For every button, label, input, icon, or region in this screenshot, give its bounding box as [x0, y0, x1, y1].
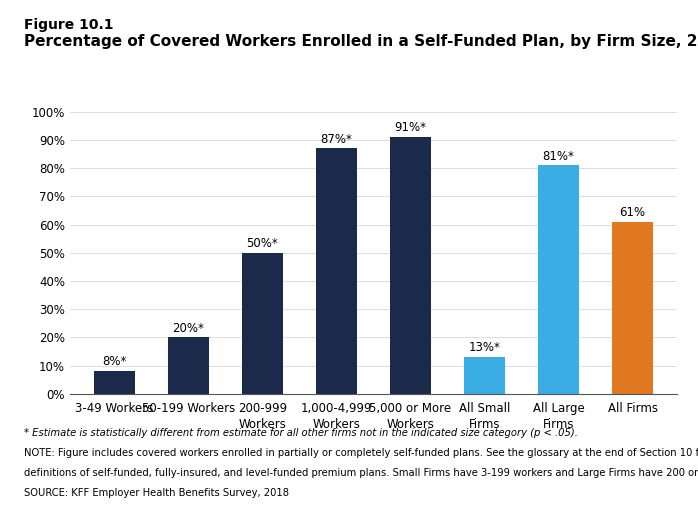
Text: NOTE: Figure includes covered workers enrolled in partially or completely self-f: NOTE: Figure includes covered workers en…	[24, 448, 698, 458]
Bar	[612, 222, 653, 394]
Bar	[390, 137, 431, 394]
Text: SOURCE: KFF Employer Health Benefits Survey, 2018: SOURCE: KFF Employer Health Benefits Sur…	[24, 488, 290, 498]
Text: Figure 10.1: Figure 10.1	[24, 18, 114, 33]
Text: 61%: 61%	[620, 206, 646, 219]
Bar	[316, 149, 357, 394]
Text: definitions of self-funded, fully-insured, and level-funded premium plans. Small: definitions of self-funded, fully-insure…	[24, 468, 698, 478]
Text: 13%*: 13%*	[468, 341, 500, 354]
Text: 8%*: 8%*	[102, 355, 126, 369]
Bar	[464, 357, 505, 394]
Text: 81%*: 81%*	[542, 150, 574, 163]
Bar	[94, 371, 135, 394]
Text: 50%*: 50%*	[246, 237, 279, 250]
Bar	[538, 165, 579, 394]
Bar	[242, 253, 283, 394]
Text: 91%*: 91%*	[394, 121, 426, 134]
Text: 87%*: 87%*	[320, 133, 352, 145]
Text: Percentage of Covered Workers Enrolled in a Self-Funded Plan, by Firm Size, 2018: Percentage of Covered Workers Enrolled i…	[24, 34, 698, 49]
Bar	[168, 338, 209, 394]
Text: * Estimate is statistically different from estimate for all other firms not in t: * Estimate is statistically different fr…	[24, 428, 579, 438]
Text: 20%*: 20%*	[172, 321, 205, 334]
